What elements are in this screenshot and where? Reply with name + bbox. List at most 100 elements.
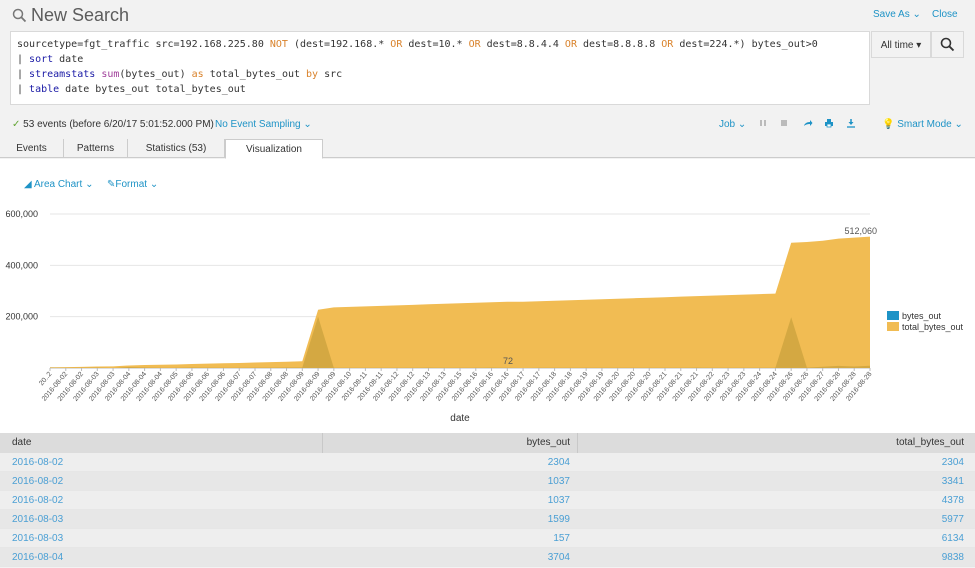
cell-date[interactable]: 2016-08-02: [12, 476, 64, 487]
save-as-button[interactable]: Save As ⌄: [873, 9, 921, 20]
chevron-down-icon: ⌄: [149, 179, 159, 190]
close-button[interactable]: Close: [932, 9, 958, 20]
share-icon[interactable]: [803, 118, 813, 128]
cell-total-bytes-out[interactable]: 5977: [941, 514, 964, 525]
search-query-input[interactable]: sourcetype=fgt_traffic src=192.168.225.8…: [10, 31, 870, 105]
y-tick-label: 400,000: [5, 260, 38, 270]
cell-date[interactable]: 2016-08-03: [12, 514, 64, 525]
tab-visualization[interactable]: Visualization: [225, 139, 323, 159]
format-label: Format: [115, 179, 148, 190]
query-keyword-or: OR: [468, 39, 481, 50]
results-tabs: Events Patterns Statistics (53) Visualiz…: [0, 139, 975, 159]
table-row[interactable]: 2016-08-03 157 6134: [0, 529, 975, 548]
query-pipe: |: [17, 54, 30, 65]
format-dropdown[interactable]: ✎Format ⌄: [107, 179, 158, 190]
area-total-bytes-out[interactable]: [50, 236, 870, 368]
column-header-bytes-out[interactable]: bytes_out: [526, 437, 570, 448]
stop-icon[interactable]: [780, 118, 788, 128]
query-pipe: |: [17, 84, 30, 95]
area-chart: 600,000 400,000 200,000 20..22016-08-02201…: [5, 209, 964, 424]
query-text: (bytes_out): [119, 69, 192, 80]
area-chart-icon: ◢: [24, 179, 32, 190]
search-submit-button[interactable]: [931, 31, 964, 58]
visualization-panel: 600,000 400,000 200,000 20..2 2016-08-02 201…: [0, 159, 975, 433]
cell-bytes-out[interactable]: 1037: [547, 495, 570, 506]
time-range-picker[interactable]: All time ▾: [871, 31, 931, 58]
table-row[interactable]: 2016-08-02 2304 2304: [0, 453, 975, 472]
page-title: New Search: [12, 5, 129, 26]
query-keyword-not: NOT: [269, 39, 288, 50]
query-keyword-or: OR: [564, 39, 577, 50]
chart-type-dropdown[interactable]: ◢ Area Chart ⌄: [24, 179, 93, 190]
query-text: sourcetype=fgt_traffic src=192.168.225.8…: [17, 39, 270, 50]
event-count-label: 53 events (before 6/20/17 5:01:52.000 PM…: [23, 119, 214, 130]
job-menu[interactable]: Job ⌄: [719, 119, 746, 130]
export-icon[interactable]: [846, 118, 856, 128]
query-text: dest=8.8.4.4: [480, 39, 565, 50]
query-command-streamstats: streamstats: [29, 69, 96, 80]
cell-bytes-out[interactable]: 1037: [547, 476, 570, 487]
query-text: dest=10.*: [402, 39, 469, 50]
table-row[interactable]: 2016-08-03 1599 5977: [0, 510, 975, 529]
table-row[interactable]: 2016-08-04 3704 9838: [0, 548, 975, 567]
query-command-sort: sort: [29, 54, 54, 65]
tab-statistics[interactable]: Statistics (53): [128, 139, 225, 158]
legend-swatch: [887, 322, 899, 331]
cell-bytes-out[interactable]: 3704: [547, 552, 570, 563]
query-text: total_bytes_out: [203, 69, 307, 80]
cell-bytes-out[interactable]: 2304: [547, 457, 570, 468]
cell-total-bytes-out[interactable]: 6134: [941, 533, 964, 544]
query-text: dest=8.8.8.8: [576, 39, 662, 50]
chart-annotations: 512,060 72: [503, 226, 877, 366]
lightbulb-icon: 💡: [882, 119, 895, 130]
query-keyword-or: OR: [390, 39, 403, 50]
search-mode-dropdown[interactable]: 💡 Smart Mode ⌄: [882, 119, 963, 130]
search-header: New Search Save As ⌄ Close: [0, 0, 975, 30]
checkmark-icon: ✓: [12, 119, 21, 130]
legend-label[interactable]: bytes_out: [902, 311, 942, 321]
print-icon[interactable]: [824, 118, 834, 128]
cell-total-bytes-out[interactable]: 4378: [941, 495, 964, 506]
results-table: date bytes_out total_bytes_out 2016-08-0…: [0, 433, 975, 567]
table-row[interactable]: 2016-08-02 1037 3341: [0, 472, 975, 491]
cell-total-bytes-out[interactable]: 9838: [941, 552, 964, 563]
legend-label[interactable]: total_bytes_out: [902, 322, 964, 332]
chevron-down-icon: ⌄: [303, 119, 312, 130]
cell-total-bytes-out[interactable]: 2304: [941, 457, 964, 468]
search-icon: [12, 8, 27, 23]
tab-patterns[interactable]: Patterns: [64, 139, 128, 158]
event-count: ✓ 53 events (before 6/20/17 5:01:52.000 …: [12, 119, 214, 130]
query-pipe: |: [17, 69, 30, 80]
chevron-down-icon: ⌄: [737, 119, 747, 130]
event-sampling-dropdown[interactable]: No Event Sampling ⌄: [215, 119, 312, 130]
table-row[interactable]: 2016-08-02 1037 4378: [0, 491, 975, 510]
query-function-sum: sum: [101, 69, 120, 80]
search-icon: [940, 37, 955, 52]
query-command-table: table: [29, 84, 60, 95]
min-value-label: 72: [503, 356, 513, 366]
cell-bytes-out[interactable]: 1599: [547, 514, 570, 525]
table-header: date bytes_out total_bytes_out: [0, 433, 975, 453]
column-header-date[interactable]: date: [12, 437, 32, 448]
cell-date[interactable]: 2016-08-02: [12, 457, 64, 468]
area-bytes-out[interactable]: [50, 316, 870, 368]
legend-swatch: [887, 311, 899, 320]
chevron-down-icon: ⌄: [85, 179, 94, 190]
column-divider: [322, 433, 323, 453]
query-keyword-as: as: [191, 69, 204, 80]
cell-total-bytes-out[interactable]: 3341: [941, 476, 964, 487]
query-text: (dest=192.168.*: [287, 39, 391, 50]
tab-events[interactable]: Events: [0, 139, 64, 158]
table-body: 2016-08-02 2304 2304 2016-08-02 1037 3341 2016…: [0, 453, 975, 567]
cell-date[interactable]: 2016-08-02: [12, 495, 64, 506]
page-title-text: New Search: [31, 5, 130, 25]
chevron-down-icon: ⌄: [912, 9, 921, 20]
query-text: dest=224.*) bytes_out>0: [673, 39, 818, 50]
query-keyword-or: OR: [661, 39, 674, 50]
pause-icon[interactable]: [759, 118, 767, 128]
cell-bytes-out[interactable]: 157: [553, 533, 570, 544]
cell-date[interactable]: 2016-08-03: [12, 533, 64, 544]
column-header-total-bytes-out[interactable]: total_bytes_out: [896, 437, 964, 448]
cell-date[interactable]: 2016-08-04: [12, 552, 64, 563]
